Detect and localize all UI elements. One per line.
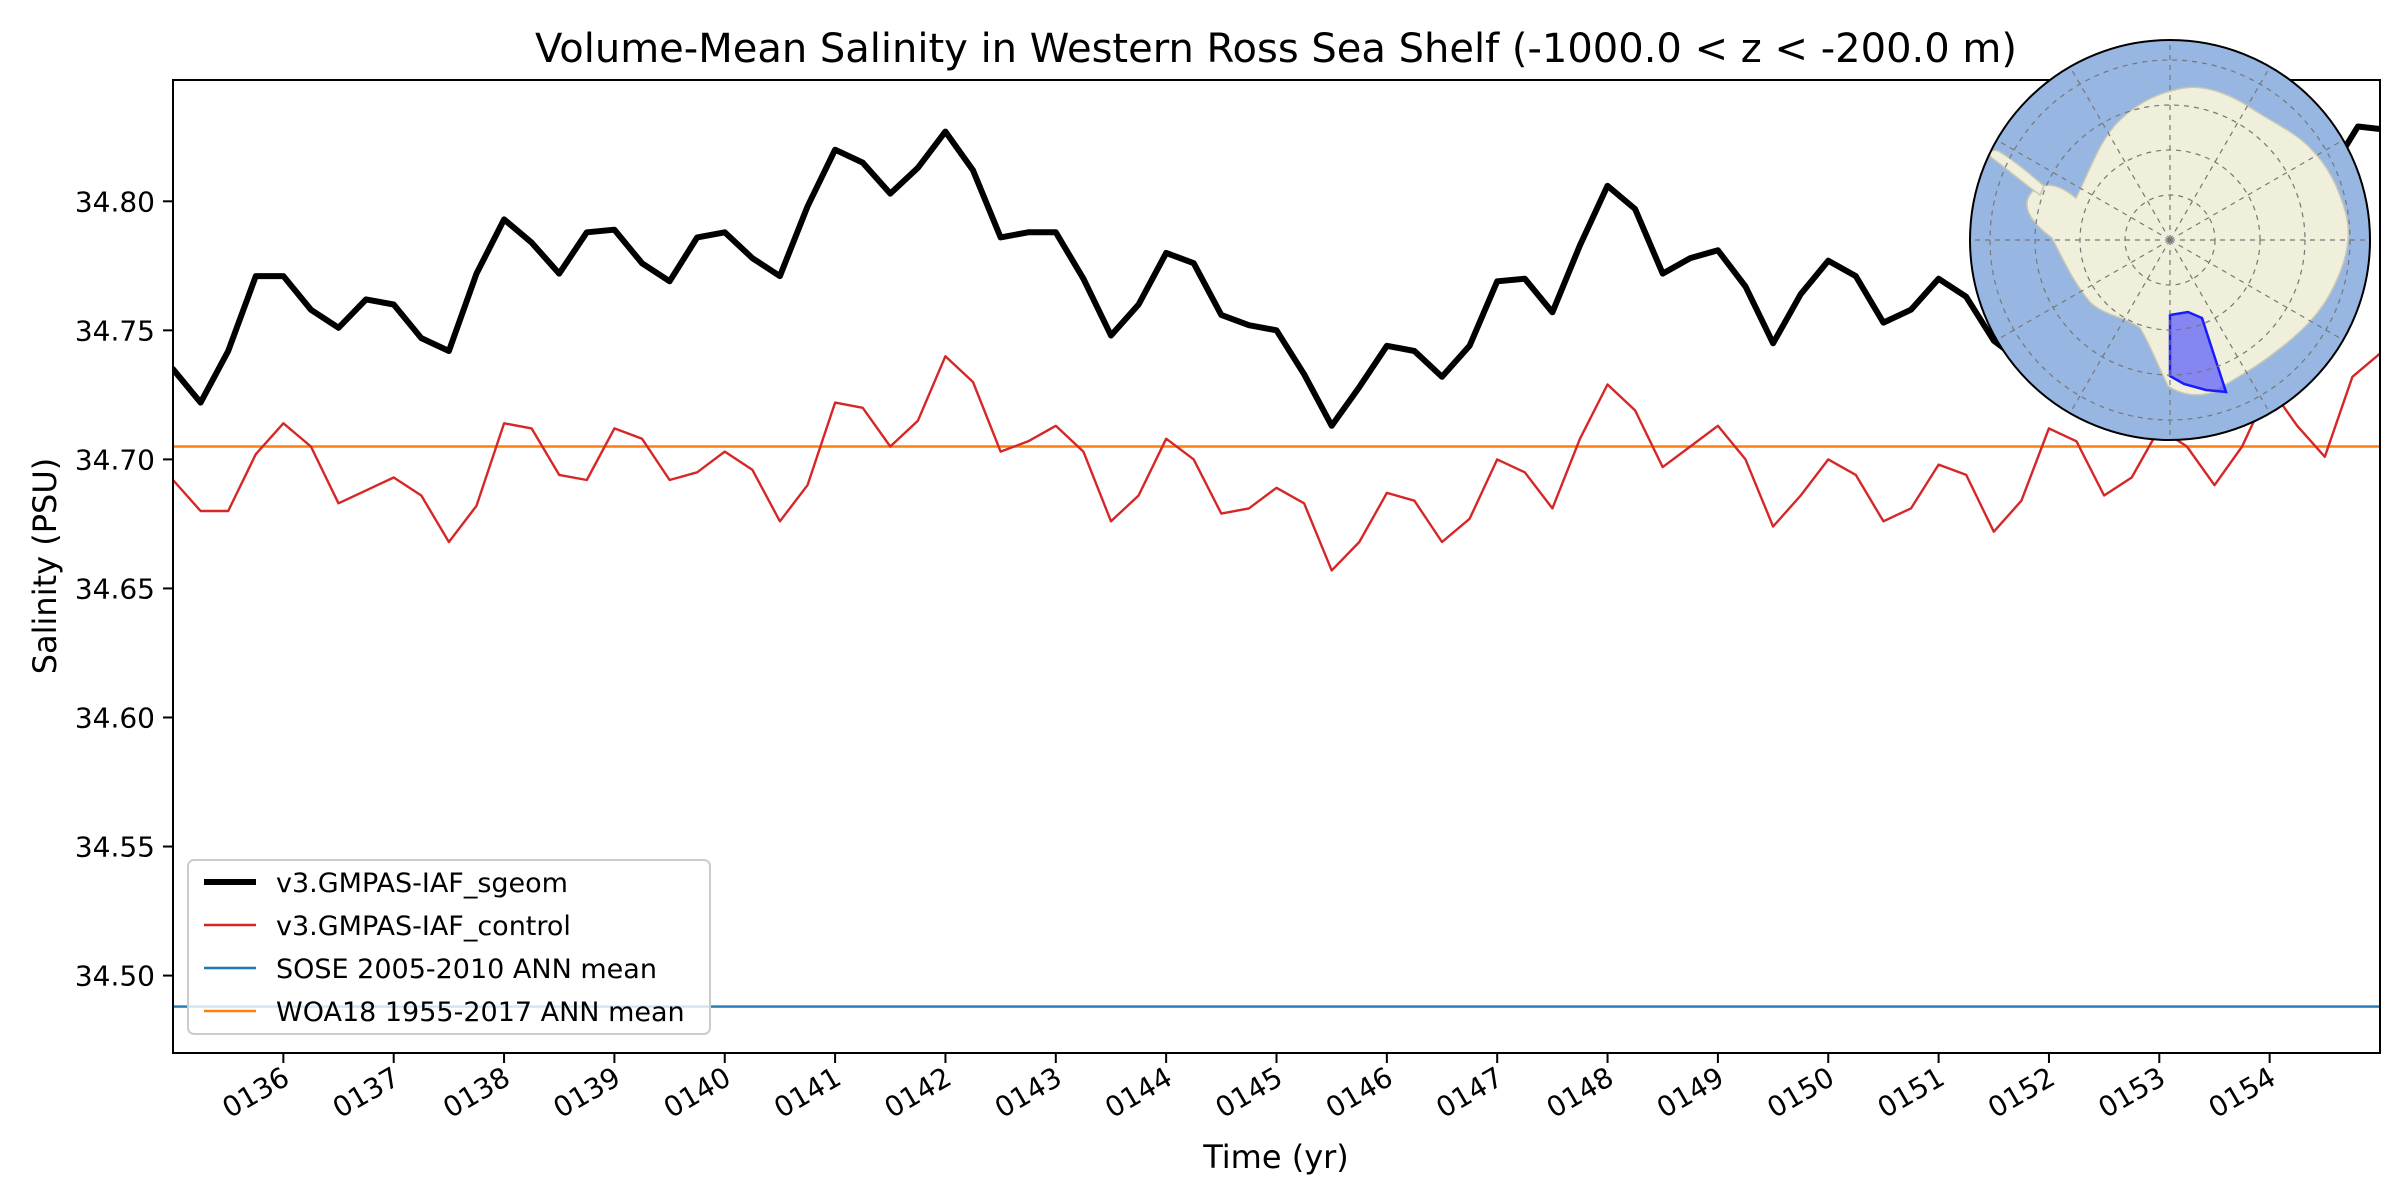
meridian-line — [2069, 239, 2171, 414]
x-tick-label: 0152 — [1982, 1060, 2060, 1124]
legend-box — [187, 859, 711, 1035]
western-ross-sea-region — [2168, 310, 2228, 394]
y-tick-label: 34.60 — [75, 701, 155, 734]
x-tick-label: 0137 — [327, 1060, 405, 1124]
y-tick-label: 34.75 — [75, 314, 155, 347]
x-tick-label: 0140 — [658, 1060, 736, 1124]
legend-label: SOSE 2005-2010 ANN mean — [276, 954, 657, 985]
x-tick-label: 0138 — [437, 1060, 515, 1124]
meridian-line — [2169, 239, 2271, 414]
legend-label: v3.GMPAS-IAF_control — [276, 911, 571, 942]
y-tick-label: 34.55 — [75, 831, 155, 864]
inset-graticule — [1970, 40, 2370, 440]
y-tick-label: 34.80 — [75, 185, 155, 218]
x-tick-label: 0149 — [1651, 1060, 1729, 1124]
chart-title: Volume-Mean Salinity in Western Ross Sea… — [535, 26, 2017, 72]
legend-label: WOA18 1955-2017 ANN mean — [276, 997, 685, 1028]
series-line — [173, 352, 2380, 572]
y-tick-label: 34.50 — [75, 960, 155, 993]
meridian-line — [2169, 66, 2271, 241]
meridian-line — [2069, 66, 2171, 241]
x-tick-label: 0141 — [768, 1060, 846, 1124]
inset-border — [1969, 39, 2371, 441]
x-tick-label: 0143 — [989, 1060, 1067, 1124]
x-tick-label: 0136 — [217, 1060, 295, 1124]
plot-area-frame — [172, 79, 2381, 1054]
meridian-line — [2169, 239, 2344, 341]
legend-label: v3.GMPAS-IAF_sgeom — [276, 868, 568, 899]
y-axis-label: Salinity (PSU) — [26, 458, 64, 675]
meridian-line — [1996, 139, 2171, 241]
x-axis-label: Time (yr) — [1202, 1138, 1349, 1176]
antarctic-peninsula — [1989, 149, 2045, 197]
y-axis-ticks: 34.50 34.55 34.60 34.65 34.70 34.75 34.80 — [75, 185, 173, 993]
antarctica-landmass — [2026, 86, 2350, 396]
x-tick-label: 0139 — [548, 1060, 626, 1124]
x-tick-label: 0148 — [1541, 1060, 1619, 1124]
x-tick-label: 0150 — [1762, 1060, 1840, 1124]
x-tick-label: 0145 — [1210, 1060, 1288, 1124]
south-polar-inset-map — [1969, 39, 2371, 441]
series-line — [173, 128, 2052, 429]
x-tick-label: 0151 — [1872, 1060, 1950, 1124]
x-tick-label: 0146 — [1320, 1060, 1398, 1124]
x-tick-label: 0154 — [2203, 1060, 2281, 1124]
meridian-line — [1996, 239, 2171, 341]
x-tick-label: 0153 — [2093, 1060, 2171, 1124]
x-tick-label: 0147 — [1430, 1060, 1508, 1124]
x-tick-label: 0142 — [879, 1060, 957, 1124]
legend: v3.GMPAS-IAF_sgeom v3.GMPAS-IAF_control SO… — [187, 859, 711, 1035]
x-tick-label: 0144 — [1099, 1060, 1177, 1124]
y-tick-label: 34.65 — [75, 572, 155, 605]
y-tick-label: 34.70 — [75, 443, 155, 476]
x-axis-ticks: 0136 0137 0138 0139 0140 0141 0142 0143 0144 0145… — [217, 1053, 2281, 1125]
meridian-line — [2169, 139, 2344, 241]
